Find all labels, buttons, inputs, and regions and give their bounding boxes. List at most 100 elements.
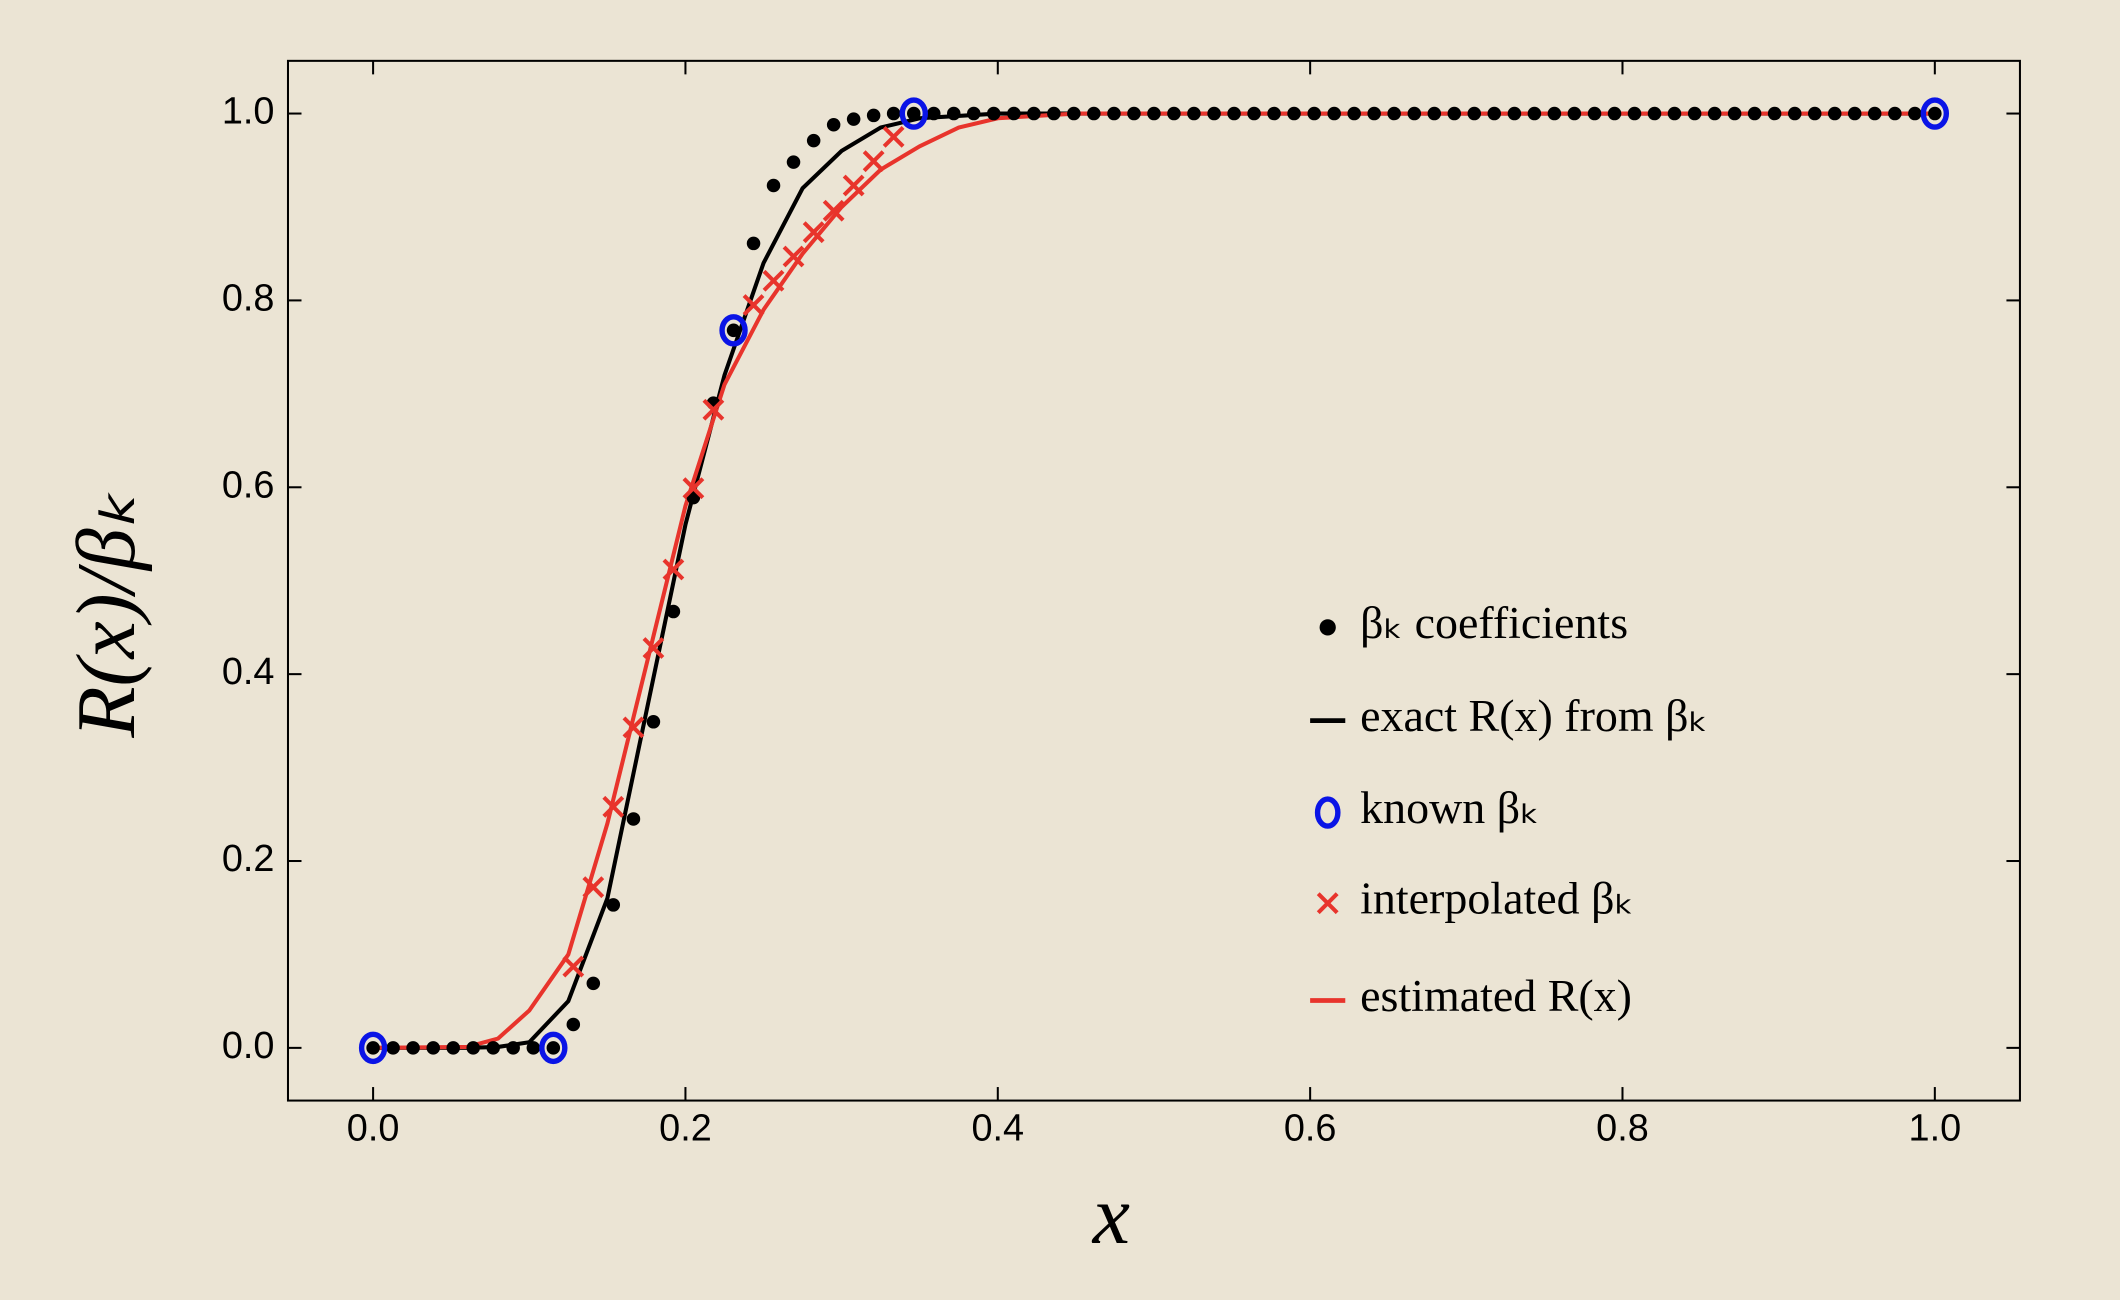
coefficient-dot (1928, 106, 1942, 121)
coefficient-dot (1888, 106, 1902, 121)
y-tick-label: 0.8 (222, 277, 275, 319)
x-tick-label: 0.8 (1596, 1107, 1649, 1149)
coefficient-dot (1807, 106, 1822, 121)
coefficient-dot (1227, 106, 1241, 121)
coefficient-dot (806, 133, 821, 148)
coefficient-dot (1827, 106, 1842, 121)
interpolated-marker (842, 174, 865, 197)
y-tick-label: 1.0 (222, 91, 275, 133)
interpolated-marker (762, 269, 785, 292)
interpolated-marker (562, 955, 585, 978)
coefficient-dot (1187, 106, 1201, 121)
interpolated-marker (622, 716, 645, 739)
known-marker (358, 1031, 388, 1065)
legend-label: interpolated βₖ (1360, 873, 1634, 924)
interpolated-marker (742, 294, 765, 316)
coefficient-dot (1847, 106, 1862, 121)
coefficient-dot (1147, 106, 1161, 121)
coefficient-dot (386, 1041, 400, 1055)
legend-label: exact R(x) from βₖ (1360, 690, 1708, 741)
interpolated-marker (702, 398, 725, 421)
coefficient-dot (1307, 106, 1321, 121)
coefficient-dot (1027, 106, 1041, 121)
coefficient-dot (526, 1041, 541, 1055)
coefficient-dot (546, 1041, 561, 1055)
coefficient-dot (846, 112, 861, 126)
legend-marker (1316, 892, 1339, 915)
x-tick-label: 0.4 (971, 1107, 1024, 1149)
coefficient-dot (626, 812, 641, 826)
coefficient-dot (986, 106, 1001, 121)
coefficient-dot (1267, 106, 1281, 121)
y-tick-label: 0.0 (222, 1025, 275, 1067)
coefficient-dot (1427, 106, 1442, 121)
coefficient-dot (766, 178, 781, 193)
coefficient-dot (1647, 106, 1662, 121)
coefficient-dot (1047, 106, 1061, 121)
interpolated-marker (642, 637, 665, 659)
coefficient-dot (426, 1041, 440, 1055)
coefficient-dot (1707, 106, 1722, 121)
interpolated-marker (802, 221, 825, 244)
plot-frame (286, 59, 2021, 1102)
coefficient-dot (1167, 106, 1181, 121)
coefficient-dot (1387, 106, 1401, 121)
coefficient-dot (1627, 106, 1642, 121)
interpolated-marker (682, 477, 705, 500)
x-axis-label: x (1091, 1169, 1130, 1262)
coefficient-dot (566, 1017, 581, 1032)
coefficient-dot (1007, 106, 1021, 121)
legend-label: known βₖ (1360, 782, 1540, 833)
coefficient-dot (746, 236, 761, 251)
coefficient-dot (1747, 106, 1762, 121)
coefficient-dot (1547, 106, 1562, 121)
coefficient-dot (466, 1041, 480, 1055)
y-tick-label: 0.4 (222, 651, 275, 693)
curve (373, 111, 1935, 1050)
coefficient-dot (1527, 106, 1542, 121)
coefficient-dot (726, 323, 741, 338)
coefficient-dot (1487, 106, 1502, 121)
legend-marker (1314, 796, 1341, 829)
coefficient-dot (1767, 106, 1782, 121)
coefficient-dot (1727, 106, 1742, 121)
coefficient-dot (1567, 106, 1582, 121)
coefficient-dot (1247, 106, 1261, 121)
x-tick-label: 1.0 (1909, 1107, 1962, 1149)
x-tick-label: 0.6 (1284, 1107, 1337, 1149)
x-tick-label: 0.0 (347, 1107, 400, 1149)
coefficient-dot (1127, 106, 1141, 121)
coefficient-dot (826, 117, 841, 132)
y-tick-label: 0.2 (222, 838, 275, 880)
coefficient-dot (1207, 106, 1221, 121)
interpolated-marker (782, 245, 805, 268)
coefficient-dot (1067, 106, 1081, 121)
coefficient-dot (446, 1041, 460, 1055)
coefficient-dot (1287, 106, 1301, 121)
coefficient-dot (646, 715, 661, 729)
legend-label: estimated R(x) (1360, 970, 1632, 1021)
coefficient-dot (1467, 106, 1482, 121)
coefficient-dot (1667, 106, 1682, 121)
legend-label: βₖ coefficients (1360, 597, 1628, 648)
coefficient-dot (1787, 106, 1802, 121)
known-marker (719, 314, 748, 347)
coefficient-dot (1587, 106, 1602, 121)
coefficient-dot (486, 1041, 500, 1055)
coefficient-dot (1107, 106, 1121, 121)
coefficient-dot (907, 106, 921, 121)
y-tick-label: 0.6 (222, 464, 275, 506)
interpolated-marker (582, 876, 605, 899)
coefficient-dot (1367, 106, 1381, 121)
coefficient-dot (606, 898, 621, 912)
coefficient-dot (1867, 106, 1882, 121)
coefficient-dot (1687, 106, 1702, 121)
interpolated-marker (882, 126, 905, 148)
coefficient-dot (1607, 106, 1622, 121)
coefficient-dot (786, 155, 801, 169)
coefficient-dot (506, 1041, 520, 1055)
legend-marker (1319, 619, 1336, 636)
coefficient-dot (1087, 106, 1101, 121)
